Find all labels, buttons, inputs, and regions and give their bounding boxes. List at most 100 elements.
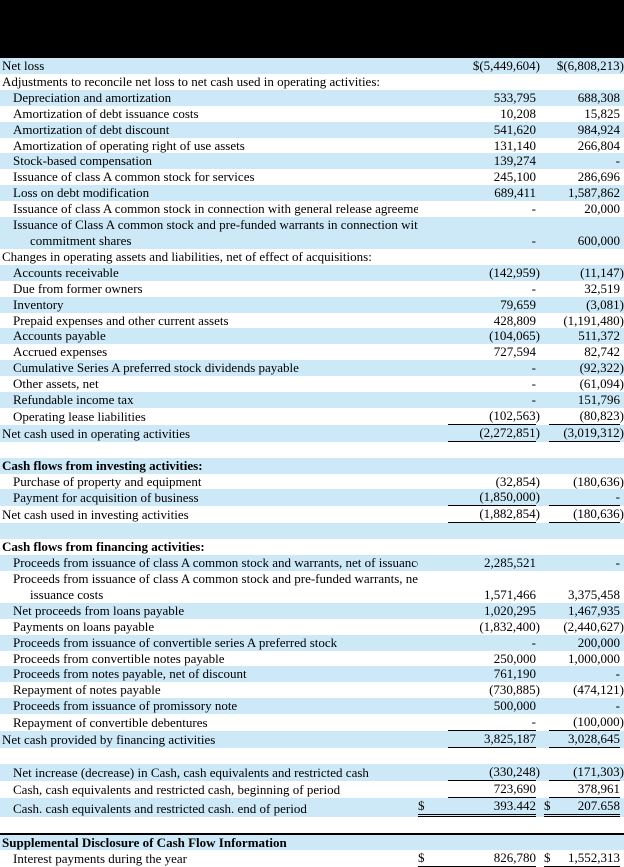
row-label: Loss on debt modification <box>13 185 150 201</box>
table-row: Accounts receivable (142,959) (11,147) <box>0 264 624 281</box>
value-col1: - <box>418 635 544 651</box>
value-col1: - <box>418 217 544 249</box>
amount: (1,850,000) <box>479 489 540 505</box>
table-row: Due from former owners - 32,519 <box>0 281 624 297</box>
table-row <box>0 523 624 540</box>
row-label <box>0 817 418 834</box>
value-col1 <box>418 817 544 834</box>
amount: 151,796 <box>577 392 620 408</box>
value-col1: 689,411 <box>418 185 544 201</box>
amount: 826,780 <box>493 850 536 866</box>
amount: (330,248) <box>489 763 540 779</box>
row-label: Payments on loans payable <box>13 618 155 634</box>
amount: 428,809 <box>493 312 536 328</box>
table-row: Adjustments to reconcile net loss to net… <box>0 74 624 90</box>
value-col1: - <box>418 360 544 376</box>
value-col2 <box>544 74 624 90</box>
amount: - <box>531 360 536 376</box>
row-label: Purchase of property and equipment <box>13 473 202 489</box>
value-col1 <box>418 539 544 555</box>
amount: 1,587,862 <box>568 185 620 201</box>
value-col1: - <box>418 392 544 408</box>
row-label-continuation: issuance costs <box>30 586 104 602</box>
value-col1: (730,885) <box>418 682 544 698</box>
amount: 3,028,645 <box>568 731 620 747</box>
row-label: Amortization of debt issuance costs <box>13 105 199 121</box>
amount: 689,411 <box>494 185 536 201</box>
amount: $(5,449,604) <box>472 58 540 73</box>
amount: 250,000 <box>493 650 536 666</box>
amount: 1,552,313 <box>568 850 620 866</box>
amount: (102,563) <box>489 407 540 423</box>
value-col1: 79,659 <box>418 297 544 313</box>
value-col2: 32,519 <box>544 281 624 297</box>
amount: (104,065) <box>489 328 540 344</box>
table-row: Issuance of class A common stock in conn… <box>0 201 624 217</box>
value-col1: 10,208 <box>418 106 544 122</box>
table-row: Inventory 79,659 (3,081) <box>0 296 624 313</box>
amount: - <box>615 489 620 505</box>
value-col2: 151,796 <box>544 392 624 408</box>
amount: (11,147) <box>580 264 624 280</box>
amount: 723,690 <box>493 780 536 796</box>
cash-flow-statement-table: Net loss $(5,449,604) $(6,808,213) Adjustme… <box>0 58 624 867</box>
amount: 32,519 <box>584 280 620 296</box>
value-col2: - <box>544 698 624 714</box>
amount: 3,375,458 <box>568 586 620 602</box>
value-col1 <box>418 834 544 851</box>
amount: (180,636) <box>573 506 624 522</box>
amount: - <box>531 392 536 408</box>
value-col2: (100,000) <box>544 714 624 732</box>
value-col2: (180,636) <box>544 506 624 524</box>
row-label: Changes in operating assets and liabilit… <box>2 248 372 264</box>
amount: 139,274 <box>493 153 536 169</box>
value-col2: (2,440,627) <box>544 619 624 635</box>
row-label-continuation: commitment shares <box>30 232 132 248</box>
amount: 1,571,466 <box>484 586 536 602</box>
row-label: Proceeds from issuance of class A common… <box>13 555 418 571</box>
row-label: Amortization of operating right of use a… <box>13 137 245 153</box>
table-row: Accrued expenses 727,594 82,742 <box>0 344 624 360</box>
amount: 688,308 <box>577 89 620 105</box>
amount: (171,303) <box>573 763 624 779</box>
value-col2: 378,961 <box>544 781 624 798</box>
value-col1: - <box>418 376 544 392</box>
value-col2: 82,742 <box>544 344 624 360</box>
value-col1: 533,795 <box>418 90 544 106</box>
table-row: Issuance of Class A common stock and pre… <box>0 217 624 249</box>
value-col1: 3,825,187 <box>418 731 544 748</box>
value-col1: (104,065) <box>418 328 544 344</box>
row-label: Accounts receivable <box>13 264 119 280</box>
table-row: Net loss $(5,449,604) $(6,808,213) <box>0 58 624 74</box>
value-col2 <box>544 817 624 834</box>
amount: 1,000,000 <box>568 650 620 666</box>
table-row <box>0 817 624 834</box>
value-col1: 428,809 <box>418 313 544 329</box>
table-row: Net cash used in investing activities (1,… <box>0 506 624 524</box>
table-row: Payment for acquisition of business (1,85… <box>0 489 624 507</box>
table-row: Repayment of notes payable (730,885) (474,… <box>0 682 624 698</box>
amount: 286,696 <box>577 169 620 185</box>
row-label: Cash flows from investing activities: <box>2 457 203 473</box>
amount: (1,191,480) <box>563 312 624 328</box>
amount: 378,961 <box>577 780 620 796</box>
amount: - <box>531 376 536 392</box>
value-col2 <box>544 748 624 764</box>
amount: 82,742 <box>584 344 620 360</box>
amount: 10,208 <box>500 105 536 121</box>
amount: 511,372 <box>578 328 620 344</box>
value-col1: $393.442 <box>418 798 544 817</box>
value-col1: 723,690 <box>418 781 544 798</box>
table-row: Net increase (decrease) in Cash, cash eq… <box>0 763 624 781</box>
value-col1: (330,248) <box>418 764 544 781</box>
amount: - <box>615 153 620 169</box>
value-col1: (32,854) <box>418 474 544 490</box>
amount: (100,000) <box>573 714 624 730</box>
row-label: Cash, cash equivalents and restricted ca… <box>13 781 341 797</box>
table-row: Net proceeds from loans payable 1,020,295… <box>0 602 624 619</box>
value-col2: (80,823) <box>544 408 624 425</box>
value-col1: (102,563) <box>418 408 544 425</box>
amount: 3,825,187 <box>484 731 536 747</box>
value-col2 <box>544 442 624 458</box>
value-col2 <box>544 249 624 265</box>
